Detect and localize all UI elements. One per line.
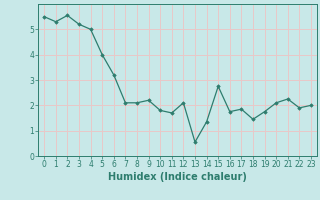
X-axis label: Humidex (Indice chaleur): Humidex (Indice chaleur) (108, 172, 247, 182)
